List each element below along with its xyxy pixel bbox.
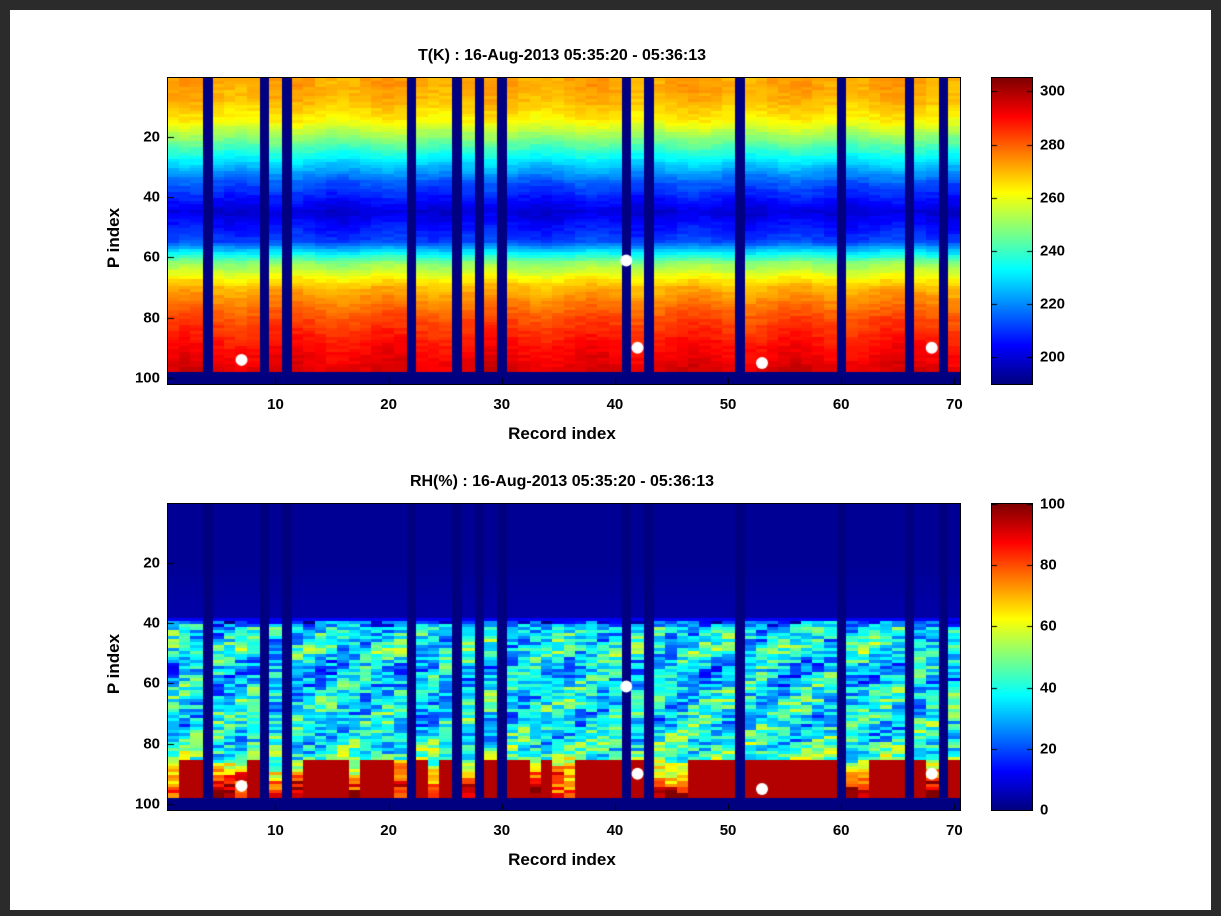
x-tick-label: 30 — [493, 396, 511, 413]
y-tick-label: 60 — [143, 248, 160, 266]
heatmap-humidity — [167, 503, 961, 811]
colorbar-tick-label: 0 — [1040, 801, 1049, 819]
colorbar-canvas-temperature — [992, 78, 1032, 384]
x-tick-label: 50 — [719, 396, 737, 413]
heatmap-temperature — [167, 77, 961, 385]
x-tick-label: 20 — [380, 822, 397, 839]
colorbar-tick-label: 240 — [1040, 242, 1066, 260]
x-tick-label: 40 — [606, 822, 624, 839]
x-tick-label: 60 — [832, 822, 850, 839]
x-axis-label-humidity: Record index — [508, 850, 616, 869]
y-tick-label: 20 — [143, 128, 160, 146]
y-tick-label: 60 — [143, 674, 160, 692]
x-tick-label: 40 — [606, 396, 624, 413]
x-axis-label-temperature: Record index — [508, 424, 616, 443]
x-tick-label: 70 — [945, 822, 963, 839]
x-tick-label: 10 — [267, 396, 284, 413]
figure: T(K) : 16-Aug-2013 05:35:20 - 05:36:13 R… — [10, 10, 1211, 910]
colorbar-temperature — [991, 77, 1033, 385]
colorbar-tick-label: 220 — [1040, 295, 1066, 313]
heatmap-canvas-temperature — [168, 78, 960, 384]
y-tick-label: 100 — [134, 369, 160, 387]
colorbar-tick-label: 40 — [1040, 679, 1057, 697]
x-tick-label: 30 — [493, 822, 511, 839]
x-tick-label: 20 — [380, 396, 397, 413]
colorbar-tick-label: 100 — [1040, 495, 1066, 513]
colorbar-tick-label: 280 — [1040, 136, 1066, 154]
chart-title-temperature: T(K) : 16-Aug-2013 05:35:20 - 05:36:13 — [417, 47, 707, 64]
colorbar-tick-label: 60 — [1040, 617, 1057, 635]
colorbar-canvas-humidity — [992, 504, 1032, 810]
y-axis-label-humidity: P index — [104, 633, 123, 695]
x-tick-label: 50 — [719, 822, 737, 839]
colorbar-tick-label: 200 — [1040, 348, 1066, 366]
y-tick-label: 40 — [143, 188, 160, 206]
colorbar-tick-label: 260 — [1040, 189, 1066, 207]
y-tick-label: 80 — [143, 309, 160, 327]
x-tick-label: 60 — [832, 396, 850, 413]
y-tick-label: 80 — [143, 735, 160, 753]
y-tick-label: 100 — [134, 795, 160, 813]
chart-title-humidity: RH(%) : 16-Aug-2013 05:35:20 - 05:36:13 — [409, 473, 715, 490]
colorbar-tick-label: 80 — [1040, 556, 1057, 574]
x-tick-label: 70 — [945, 396, 963, 413]
y-tick-label: 40 — [143, 614, 160, 632]
y-tick-label: 20 — [143, 554, 160, 572]
x-tick-label: 10 — [267, 822, 284, 839]
colorbar-tick-label: 300 — [1040, 82, 1066, 100]
y-axis-label-temperature: P index — [104, 207, 123, 269]
colorbar-humidity — [991, 503, 1033, 811]
heatmap-canvas-humidity — [168, 504, 960, 810]
colorbar-tick-label: 20 — [1040, 740, 1057, 758]
